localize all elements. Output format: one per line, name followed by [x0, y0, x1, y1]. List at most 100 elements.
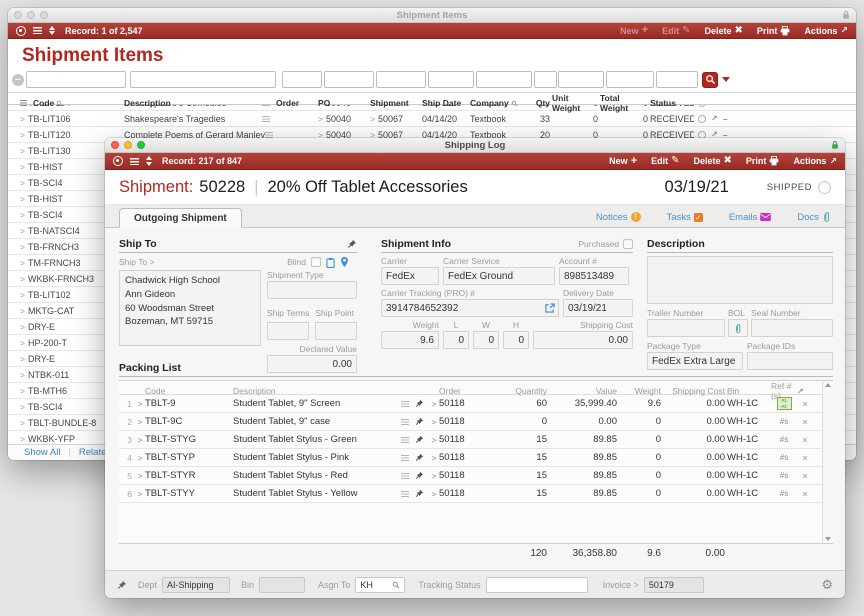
drill-arrow-icon[interactable]: >	[20, 161, 25, 172]
filter-qty-input[interactable]	[534, 71, 558, 88]
filter-status-input[interactable]	[656, 71, 699, 88]
ship-terms-field[interactable]	[267, 322, 310, 340]
drill-arrow-icon[interactable]: >	[20, 105, 25, 108]
location-pin-icon[interactable]	[340, 256, 349, 268]
drill-arrow-icon[interactable]: >	[20, 289, 25, 300]
drill-arrow-icon[interactable]: >	[431, 416, 437, 427]
edit-button[interactable]: Edit ✎	[662, 24, 691, 36]
filter-totalweight-input[interactable]	[606, 71, 654, 88]
drill-arrow-icon[interactable]: >	[137, 470, 143, 481]
ref-numbers-link[interactable]: #s	[779, 435, 789, 444]
ref-numbers-link[interactable]: #s	[779, 417, 789, 426]
actions-button[interactable]: Actions ↗	[804, 25, 848, 36]
window-controls[interactable]	[14, 11, 48, 19]
drill-arrow-icon[interactable]: >	[20, 433, 25, 444]
zoom-button[interactable]	[40, 11, 48, 19]
app-icon[interactable]	[113, 156, 123, 166]
drill-arrow-icon[interactable]: >	[431, 434, 437, 445]
delete-row-icon[interactable]: ×	[802, 452, 808, 463]
notices-link[interactable]: Notices!	[596, 212, 641, 223]
tasks-link[interactable]: Tasks ✓	[666, 211, 703, 223]
show-all-link[interactable]: Show All	[24, 447, 61, 458]
drill-arrow-icon[interactable]: >	[137, 398, 143, 409]
minimize-button[interactable]	[124, 141, 132, 149]
filter-order-input[interactable]	[282, 71, 323, 88]
titlebar[interactable]: Shipping Log	[105, 138, 845, 153]
column-search-icon[interactable]	[511, 100, 518, 107]
packing-row[interactable]: 2 > TBLT-9C Student Tablet, 9" case > 5011…	[119, 413, 822, 431]
drill-arrow-icon[interactable]: >	[20, 305, 25, 316]
actions-button[interactable]: Actions ↗	[793, 155, 837, 167]
window-controls[interactable]	[111, 141, 145, 149]
ship-point-field[interactable]	[315, 322, 357, 340]
weight-field[interactable]: 9.6	[381, 331, 439, 349]
length-field[interactable]: 0	[443, 331, 469, 349]
filter-shipment-input[interactable]	[376, 71, 426, 88]
delete-button[interactable]: Delete ✖	[693, 155, 732, 167]
open-record-icon[interactable]: ↗	[711, 105, 718, 107]
close-button[interactable]	[111, 141, 119, 149]
ref-numbers-link[interactable]: #s	[779, 453, 789, 462]
drill-arrow-icon[interactable]: >	[20, 129, 25, 140]
blind-checkbox[interactable]	[311, 257, 321, 267]
drill-arrow-icon[interactable]: >	[20, 113, 25, 124]
drill-arrow-icon[interactable]: >	[20, 225, 25, 236]
filter-po-input[interactable]	[324, 71, 374, 88]
drill-arrow-icon[interactable]: >	[20, 417, 25, 428]
delete-row-icon[interactable]: ×	[802, 488, 808, 499]
delivery-date-field[interactable]: 03/19/21	[563, 299, 633, 317]
drill-arrow-icon[interactable]: >	[318, 113, 323, 124]
notes-icon[interactable]	[262, 105, 270, 106]
app-icon[interactable]	[16, 25, 26, 36]
drill-arrow-icon[interactable]: >	[20, 401, 25, 412]
carrier-field[interactable]: FedEx	[381, 267, 439, 285]
drill-arrow-icon[interactable]: >	[137, 416, 143, 427]
packing-row[interactable]: 4 > TBLT-STYP Student Tablet Stylus - Pink…	[119, 449, 822, 467]
record-nav-icon[interactable]	[49, 25, 55, 36]
packing-scrollbar[interactable]	[822, 381, 833, 543]
shipment-type-field[interactable]	[267, 281, 357, 299]
width-field[interactable]: 0	[473, 331, 499, 349]
ref-numbers-link[interactable]: #s	[779, 471, 789, 480]
drill-arrow-icon[interactable]: >	[20, 193, 25, 204]
invoice-field[interactable]: 50179	[643, 576, 704, 593]
packing-row[interactable]: 3 > TBLT-STYG Student Tablet Stylus - Gree…	[119, 431, 822, 449]
drill-arrow-icon[interactable]: >	[318, 105, 323, 108]
seal-number-field[interactable]	[751, 319, 833, 337]
sort-icon[interactable]	[20, 100, 27, 106]
drill-arrow-icon[interactable]: >	[20, 257, 25, 268]
drill-arrow-icon[interactable]: >	[370, 113, 375, 124]
table-row[interactable]: >TB-LIT104 Shakespeare's Comedies >50040…	[8, 105, 856, 111]
filter-shipdate-input[interactable]	[428, 71, 475, 88]
zoom-button[interactable]	[137, 141, 145, 149]
print-button[interactable]: Print	[757, 25, 791, 36]
close-button[interactable]	[14, 11, 22, 19]
related-records-link[interactable]: Related R	[78, 447, 122, 458]
titlebar[interactable]: Shipment Items	[8, 8, 856, 23]
bin-field[interactable]	[259, 576, 306, 593]
delete-row-icon[interactable]: ×	[802, 470, 808, 481]
drill-arrow-icon[interactable]: >	[20, 369, 25, 380]
status-radio[interactable]	[698, 105, 706, 107]
drill-arrow-icon[interactable]: >	[137, 488, 143, 499]
minimize-button[interactable]	[27, 11, 35, 19]
pushpin-icon[interactable]	[415, 453, 429, 462]
table-row[interactable]: > TB-LIT106 Shakespeare's Tragedies >5004…	[8, 111, 856, 127]
new-button[interactable]: New +	[620, 24, 649, 36]
list-view-icon[interactable]	[33, 27, 42, 34]
drill-arrow-icon[interactable]: >	[20, 385, 25, 396]
expand-portal-icon[interactable]: ↗	[797, 386, 804, 396]
drill-arrow-icon[interactable]: >	[20, 321, 25, 332]
pushpin-icon[interactable]	[415, 489, 429, 498]
emails-link[interactable]: Emails	[729, 212, 772, 223]
scroll-up-icon[interactable]	[825, 383, 831, 387]
status-radio[interactable]	[698, 114, 706, 123]
drill-arrow-icon[interactable]: >	[137, 434, 143, 445]
remove-icon[interactable]: –	[722, 113, 728, 124]
ref-numbers-link[interactable]: #s	[779, 489, 789, 498]
delete-button[interactable]: Delete ✖	[704, 24, 743, 36]
notes-icon[interactable]	[265, 131, 274, 138]
record-nav-icon[interactable]	[146, 156, 152, 166]
notes-icon[interactable]	[401, 472, 409, 479]
search-options-caret[interactable]	[722, 77, 730, 82]
